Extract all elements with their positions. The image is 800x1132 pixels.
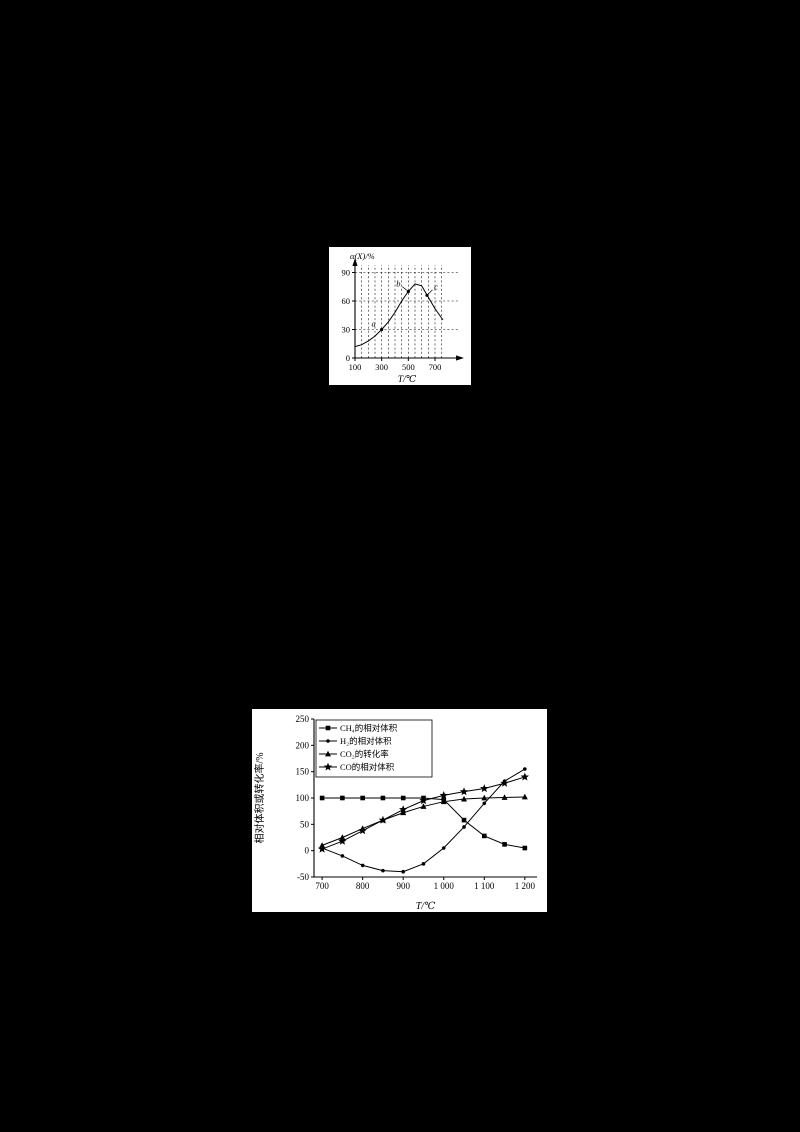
svg-text:0: 0 (305, 846, 310, 856)
figure-alpha-conversion-panel: 100 300 500 700 0 30 60 90 T/℃ α(X)/% a b c (329, 247, 471, 385)
svg-text:a: a (372, 319, 376, 329)
svg-text:α(X)/%: α(X)/% (350, 251, 375, 261)
svg-text:90: 90 (342, 268, 351, 278)
svg-text:1 100: 1 100 (474, 881, 495, 891)
svg-text:CO₂的转化率: CO₂的转化率 (340, 749, 389, 759)
svg-text:-50: -50 (297, 872, 309, 882)
svg-text:c: c (434, 281, 438, 291)
svg-text:b: b (396, 279, 400, 289)
svg-text:CH₄的相对体积: CH₄的相对体积 (340, 723, 398, 733)
svg-text:300: 300 (375, 362, 388, 372)
svg-text:500: 500 (402, 362, 415, 372)
svg-text:H₂的相对体积: H₂的相对体积 (340, 736, 392, 746)
svg-text:0: 0 (346, 353, 350, 363)
svg-text:200: 200 (296, 740, 310, 750)
svg-text:60: 60 (342, 296, 351, 306)
svg-text:250: 250 (296, 714, 310, 724)
svg-text:100: 100 (296, 793, 310, 803)
svg-text:100: 100 (349, 362, 362, 372)
figure-relative-volume-panel: 700 800 900 1 000 1 100 1 200 -50 0 50 100 150 200 2… (252, 709, 547, 912)
svg-text:700: 700 (315, 881, 329, 891)
svg-text:50: 50 (300, 819, 310, 829)
svg-text:150: 150 (296, 767, 310, 777)
alpha-vs-temperature-chart: 100 300 500 700 0 30 60 90 T/℃ α(X)/% a b c (342, 251, 464, 385)
svg-text:30: 30 (342, 325, 351, 335)
svg-text:800: 800 (356, 881, 370, 891)
relative-volume-vs-temperature-chart: 700 800 900 1 000 1 100 1 200 -50 0 50 100 150 200 2… (253, 714, 537, 912)
svg-text:700: 700 (429, 362, 442, 372)
svg-text:T/℃: T/℃ (416, 901, 436, 912)
svg-text:T/℃: T/℃ (398, 375, 417, 385)
svg-text:1 200: 1 200 (515, 881, 536, 891)
svg-text:900: 900 (396, 881, 410, 891)
svg-text:1 000: 1 000 (434, 881, 455, 891)
svg-text:相对体积或转化率/%: 相对体积或转化率/% (253, 752, 266, 843)
svg-text:CO的相对体积: CO的相对体积 (340, 762, 395, 772)
